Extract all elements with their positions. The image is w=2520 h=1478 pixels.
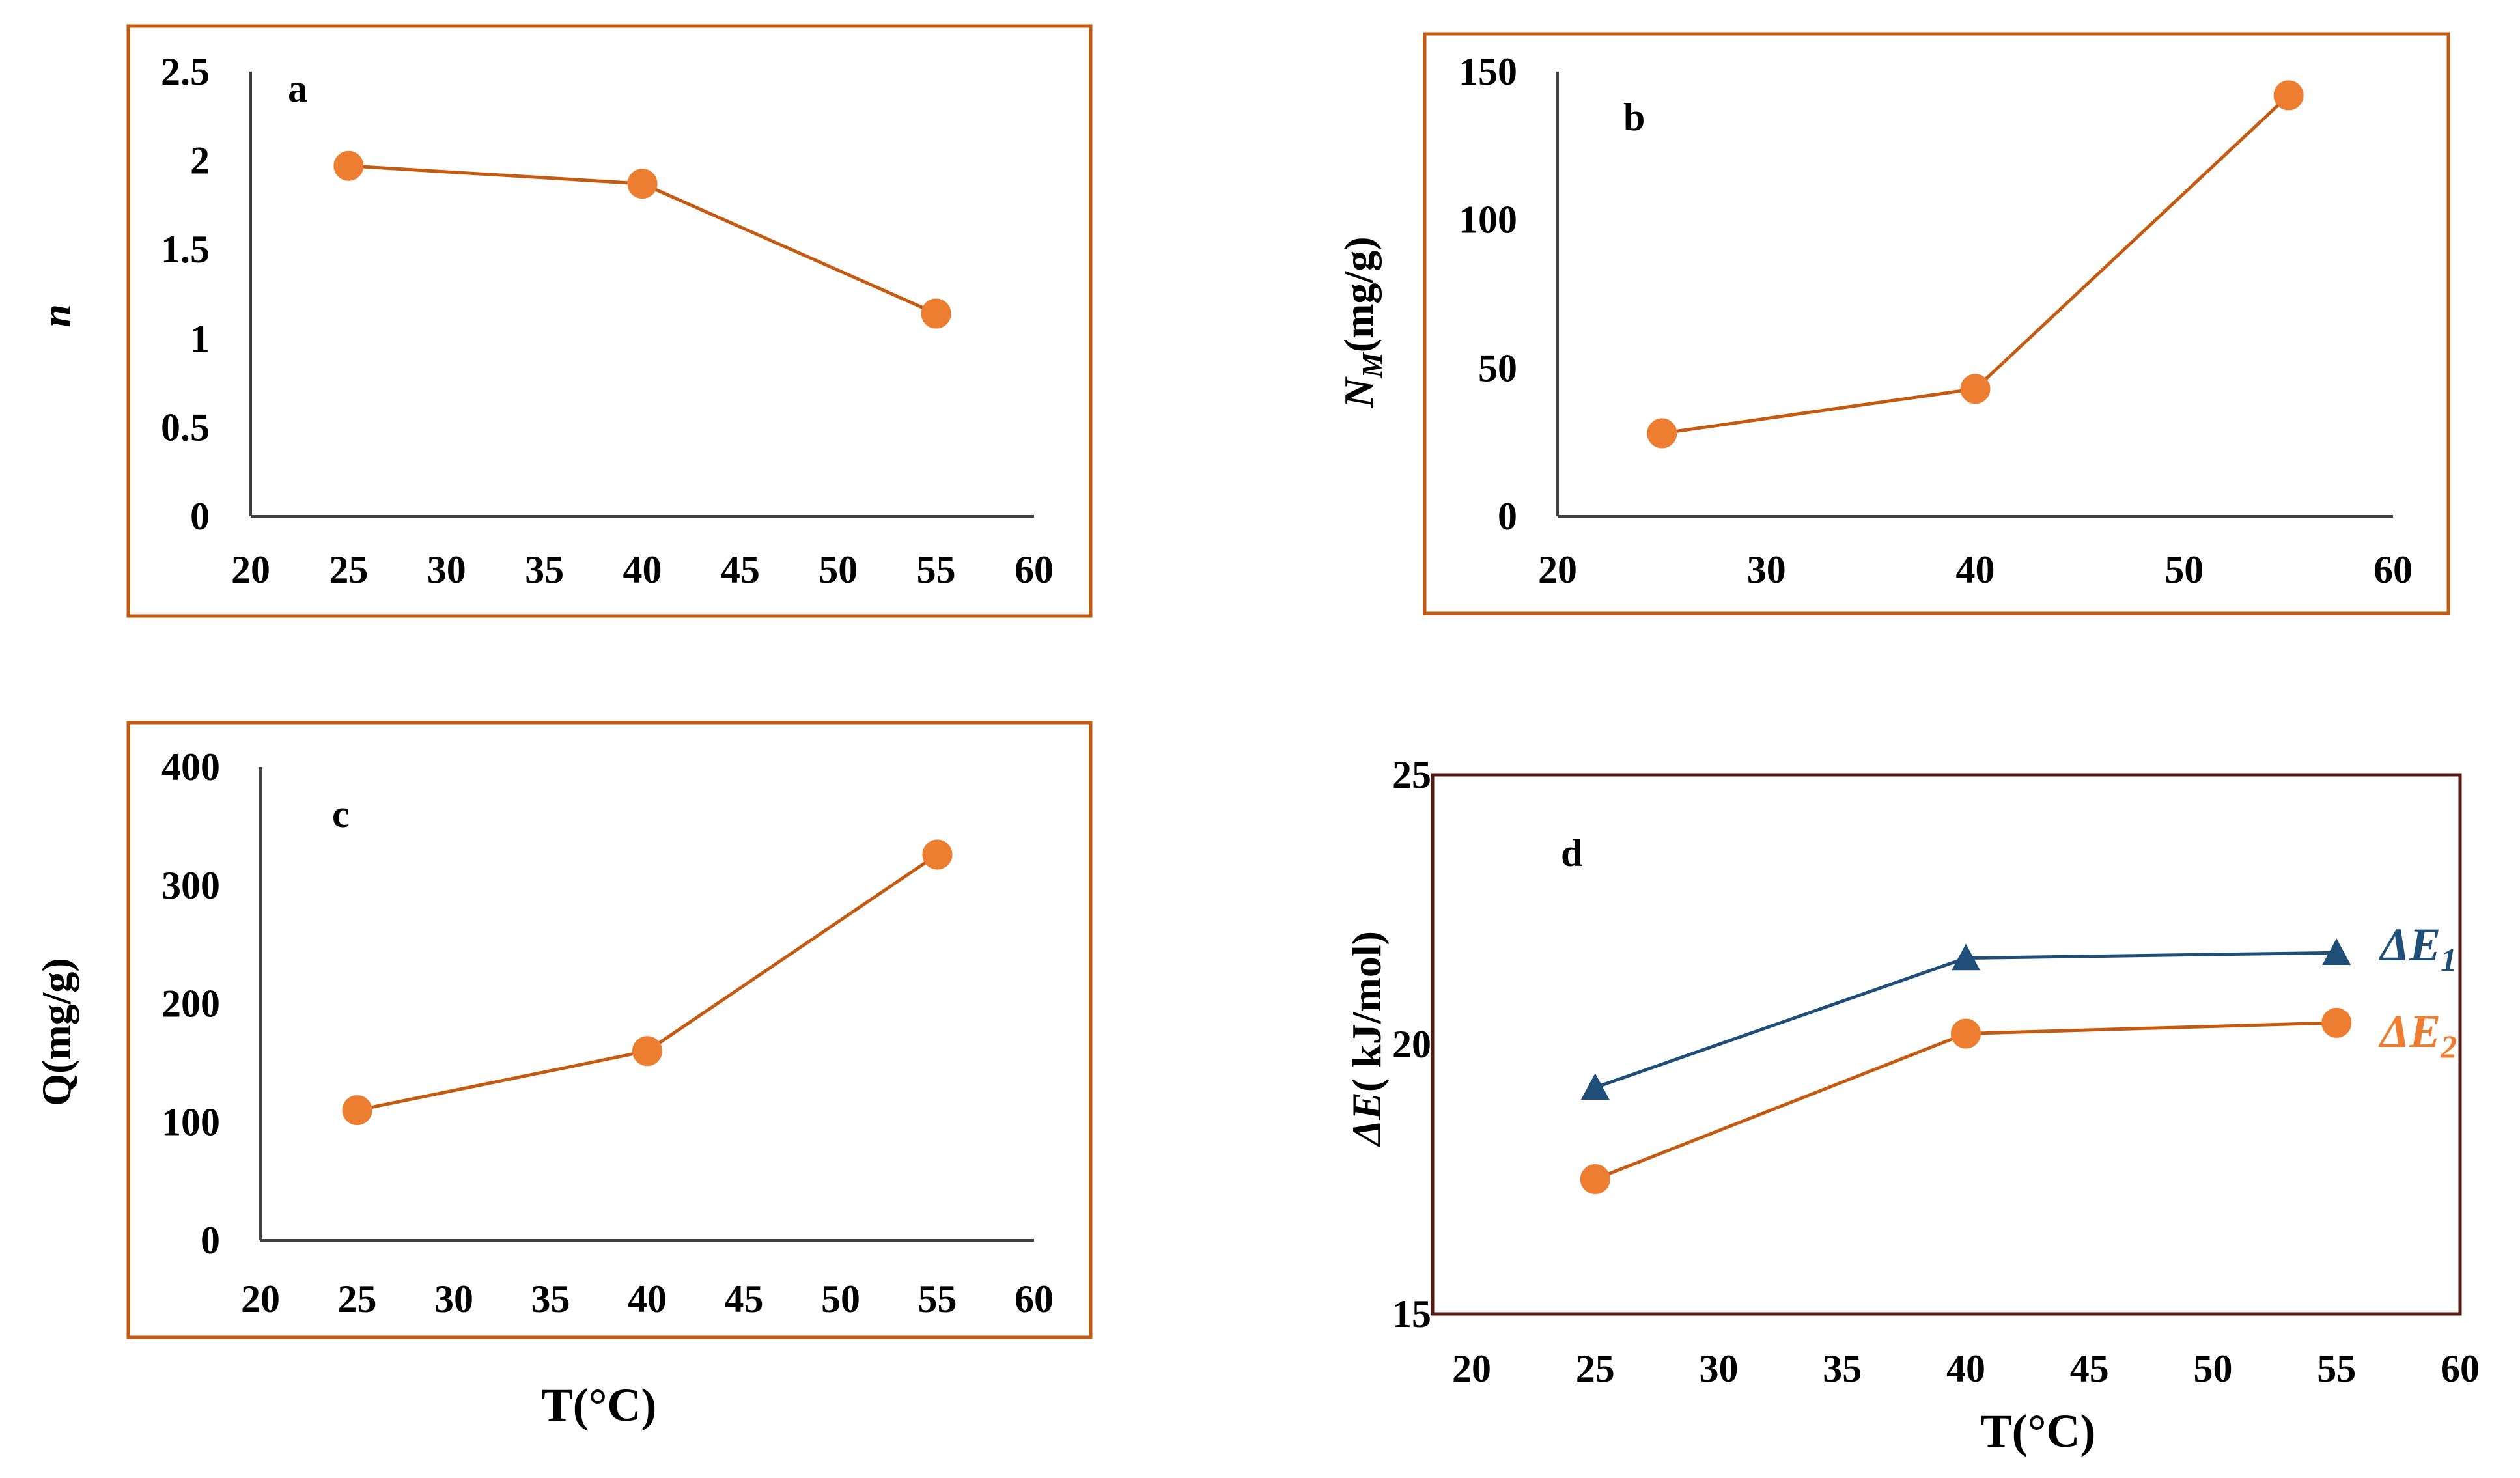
panel-b-frame — [1423, 32, 2450, 615]
panel-d-letter: d — [1561, 831, 1582, 874]
panel-b-ylabel: NM(mg/g) — [1336, 236, 1388, 408]
series-label-dE1: ΔE1 — [2378, 919, 2457, 978]
panel-a-xtick-label: 55 — [917, 548, 956, 591]
panel-b-ylabel-rest: (mg/g) — [1336, 236, 1382, 352]
panel-a-ytick-label: 1.5 — [161, 228, 210, 271]
panel-c-xtick-label: 50 — [821, 1277, 860, 1320]
panel-c-xtick-label: 40 — [628, 1277, 667, 1320]
panel-a-ytick-label: 0 — [190, 495, 210, 538]
panel-a-xtick-label: 50 — [819, 548, 858, 591]
panel-a-ytick-label: 2.5 — [161, 50, 210, 93]
panel-d-ylabel-rest: ( kJ/mol) — [1343, 931, 1390, 1092]
panel-a-xtick-label: 20 — [231, 548, 270, 591]
panel-d-xtick-label: 30 — [1700, 1347, 1739, 1390]
series-label-dE2-main: ΔE — [2378, 1005, 2441, 1057]
panel-d-series-1-point — [1951, 1018, 1981, 1049]
series-label-dE1-main: ΔE — [2378, 919, 2441, 971]
panel-b-letter: b — [1623, 96, 1645, 139]
panel-c-ylabel: Q(mg/g) — [33, 958, 79, 1106]
panel-c-plot: 20 25 30 35 40 45 50 55 60 0 100 200 300 400 — [161, 746, 1054, 1320]
panel-c-xtick-label: 60 — [1015, 1277, 1054, 1320]
panel-c-ytick-label: 0 — [201, 1219, 220, 1262]
panel-a-xtick-label: 35 — [525, 548, 564, 591]
panel-d-xtick-label: 55 — [2317, 1347, 2356, 1390]
panel-c-series-0-line — [357, 853, 938, 1112]
panel-b-ytick-label: 100 — [1459, 199, 1517, 242]
panel-a-xtick-label: 30 — [427, 548, 466, 591]
panel-c-xtick-label: 55 — [918, 1277, 957, 1320]
panel-c-xtick-label: 30 — [434, 1277, 473, 1320]
panel-d-ytick-label: 25 — [1392, 753, 1431, 796]
panel-c-xtick-label: 45 — [725, 1277, 764, 1320]
panel-a-ytick-label: 0.5 — [161, 406, 210, 449]
panel-b-series-0-point — [1960, 374, 1991, 404]
panel-a-letter: a — [288, 67, 307, 110]
left-xlabel: T(°C) — [542, 1379, 657, 1431]
panel-b-xtick-label: 50 — [2164, 548, 2204, 591]
panel-c-ytick-label: 200 — [161, 983, 220, 1025]
panel-d-series-1-point — [2321, 1007, 2352, 1038]
panel-a-ylabel: n — [33, 304, 79, 328]
panel-d-ylabel-main: ΔE — [1343, 1092, 1390, 1148]
panel-c-letter: c — [332, 792, 350, 835]
panel-a-ytick-label: 1 — [190, 317, 210, 360]
panel-d-series-0-point — [2322, 938, 2351, 965]
panel-d-xtick-label: 45 — [2070, 1347, 2109, 1390]
panel-b-xtick-label: 60 — [2373, 548, 2413, 591]
panel-a-xtick-label: 45 — [721, 548, 760, 591]
panel-a-series-0-point — [921, 298, 951, 329]
right-xlabel: T(°C) — [1981, 1405, 2096, 1457]
series-label-dE1-sub: 1 — [2441, 941, 2457, 978]
panel-b-xtick-label: 30 — [1747, 548, 1786, 591]
panel-b-ylabel-sub: M — [1356, 351, 1388, 378]
panel-d-ylabel: ΔE( kJ/mol) — [1343, 931, 1390, 1148]
panel-d-series-0-point — [1952, 943, 1980, 971]
panel-d-xtick-label: 25 — [1576, 1347, 1615, 1390]
panel-a-series-0-point — [627, 169, 658, 199]
panel-d-xtick-label: 20 — [1452, 1347, 1491, 1390]
panel-a-xtick-label: 25 — [329, 548, 368, 591]
panel-b-ylabel-main: N — [1336, 376, 1382, 409]
panel-d-xtick-label: 40 — [1946, 1347, 1985, 1390]
panel-d-xtick-label: 50 — [2194, 1347, 2233, 1390]
panel-c-frame — [126, 721, 1093, 1339]
panel-d-xtick-label: 60 — [2441, 1347, 2480, 1390]
panel-a-xtick-label: 60 — [1015, 548, 1054, 591]
panel-c-series-0-point — [922, 839, 953, 870]
panel-d-plot: 20 25 30 35 40 45 50 55 60 15 20 25 — [1392, 753, 2480, 1390]
series-label-dE2: ΔE2 — [2378, 1005, 2457, 1065]
panel-c-ytick-label: 400 — [161, 746, 220, 788]
panel-d-ytick-label: 15 — [1392, 1292, 1431, 1335]
panel-c-xtick-label: 35 — [531, 1277, 570, 1320]
panel-d-series-1-point — [1580, 1164, 1610, 1194]
panel-b-xtick-label: 40 — [1956, 548, 1995, 591]
panel-b-series-0-point — [2273, 80, 2304, 111]
panel-c-xtick-label: 20 — [241, 1277, 280, 1320]
panel-d-frame — [1431, 773, 2462, 1316]
panel-b-series-0-point — [1647, 418, 1677, 449]
panel-b-xtick-label: 20 — [1538, 548, 1577, 591]
panel-d-ytick-label: 20 — [1392, 1023, 1431, 1066]
panel-c-ytick-label: 300 — [161, 864, 220, 907]
panel-b-ytick-label: 0 — [1498, 495, 1517, 538]
panel-b-ytick-label: 50 — [1478, 346, 1517, 389]
panel-d-series-0-point — [1580, 1073, 1610, 1100]
panel-a-series-0-point — [333, 150, 364, 181]
panel-c-xtick-label: 25 — [338, 1277, 377, 1320]
series-label-dE2-sub: 2 — [2440, 1028, 2457, 1065]
panel-c-series-0-point — [342, 1095, 372, 1126]
panel-a-plot: 20 25 30 35 40 45 50 55 60 0 0.5 1 1.5 2 2.5 — [161, 50, 1054, 591]
panel-d-xtick-label: 35 — [1823, 1347, 1862, 1390]
panel-b-plot: 20 30 40 50 60 0 50 100 150 — [1459, 50, 2413, 591]
panel-b-ytick-label: 150 — [1459, 50, 1517, 93]
panel-a-ytick-label: 2 — [190, 139, 210, 182]
panel-c-ytick-label: 100 — [161, 1100, 220, 1143]
panel-c-series-0-point — [632, 1036, 662, 1067]
panel-a-xtick-label: 40 — [623, 548, 662, 591]
panel-a-frame — [126, 24, 1093, 618]
